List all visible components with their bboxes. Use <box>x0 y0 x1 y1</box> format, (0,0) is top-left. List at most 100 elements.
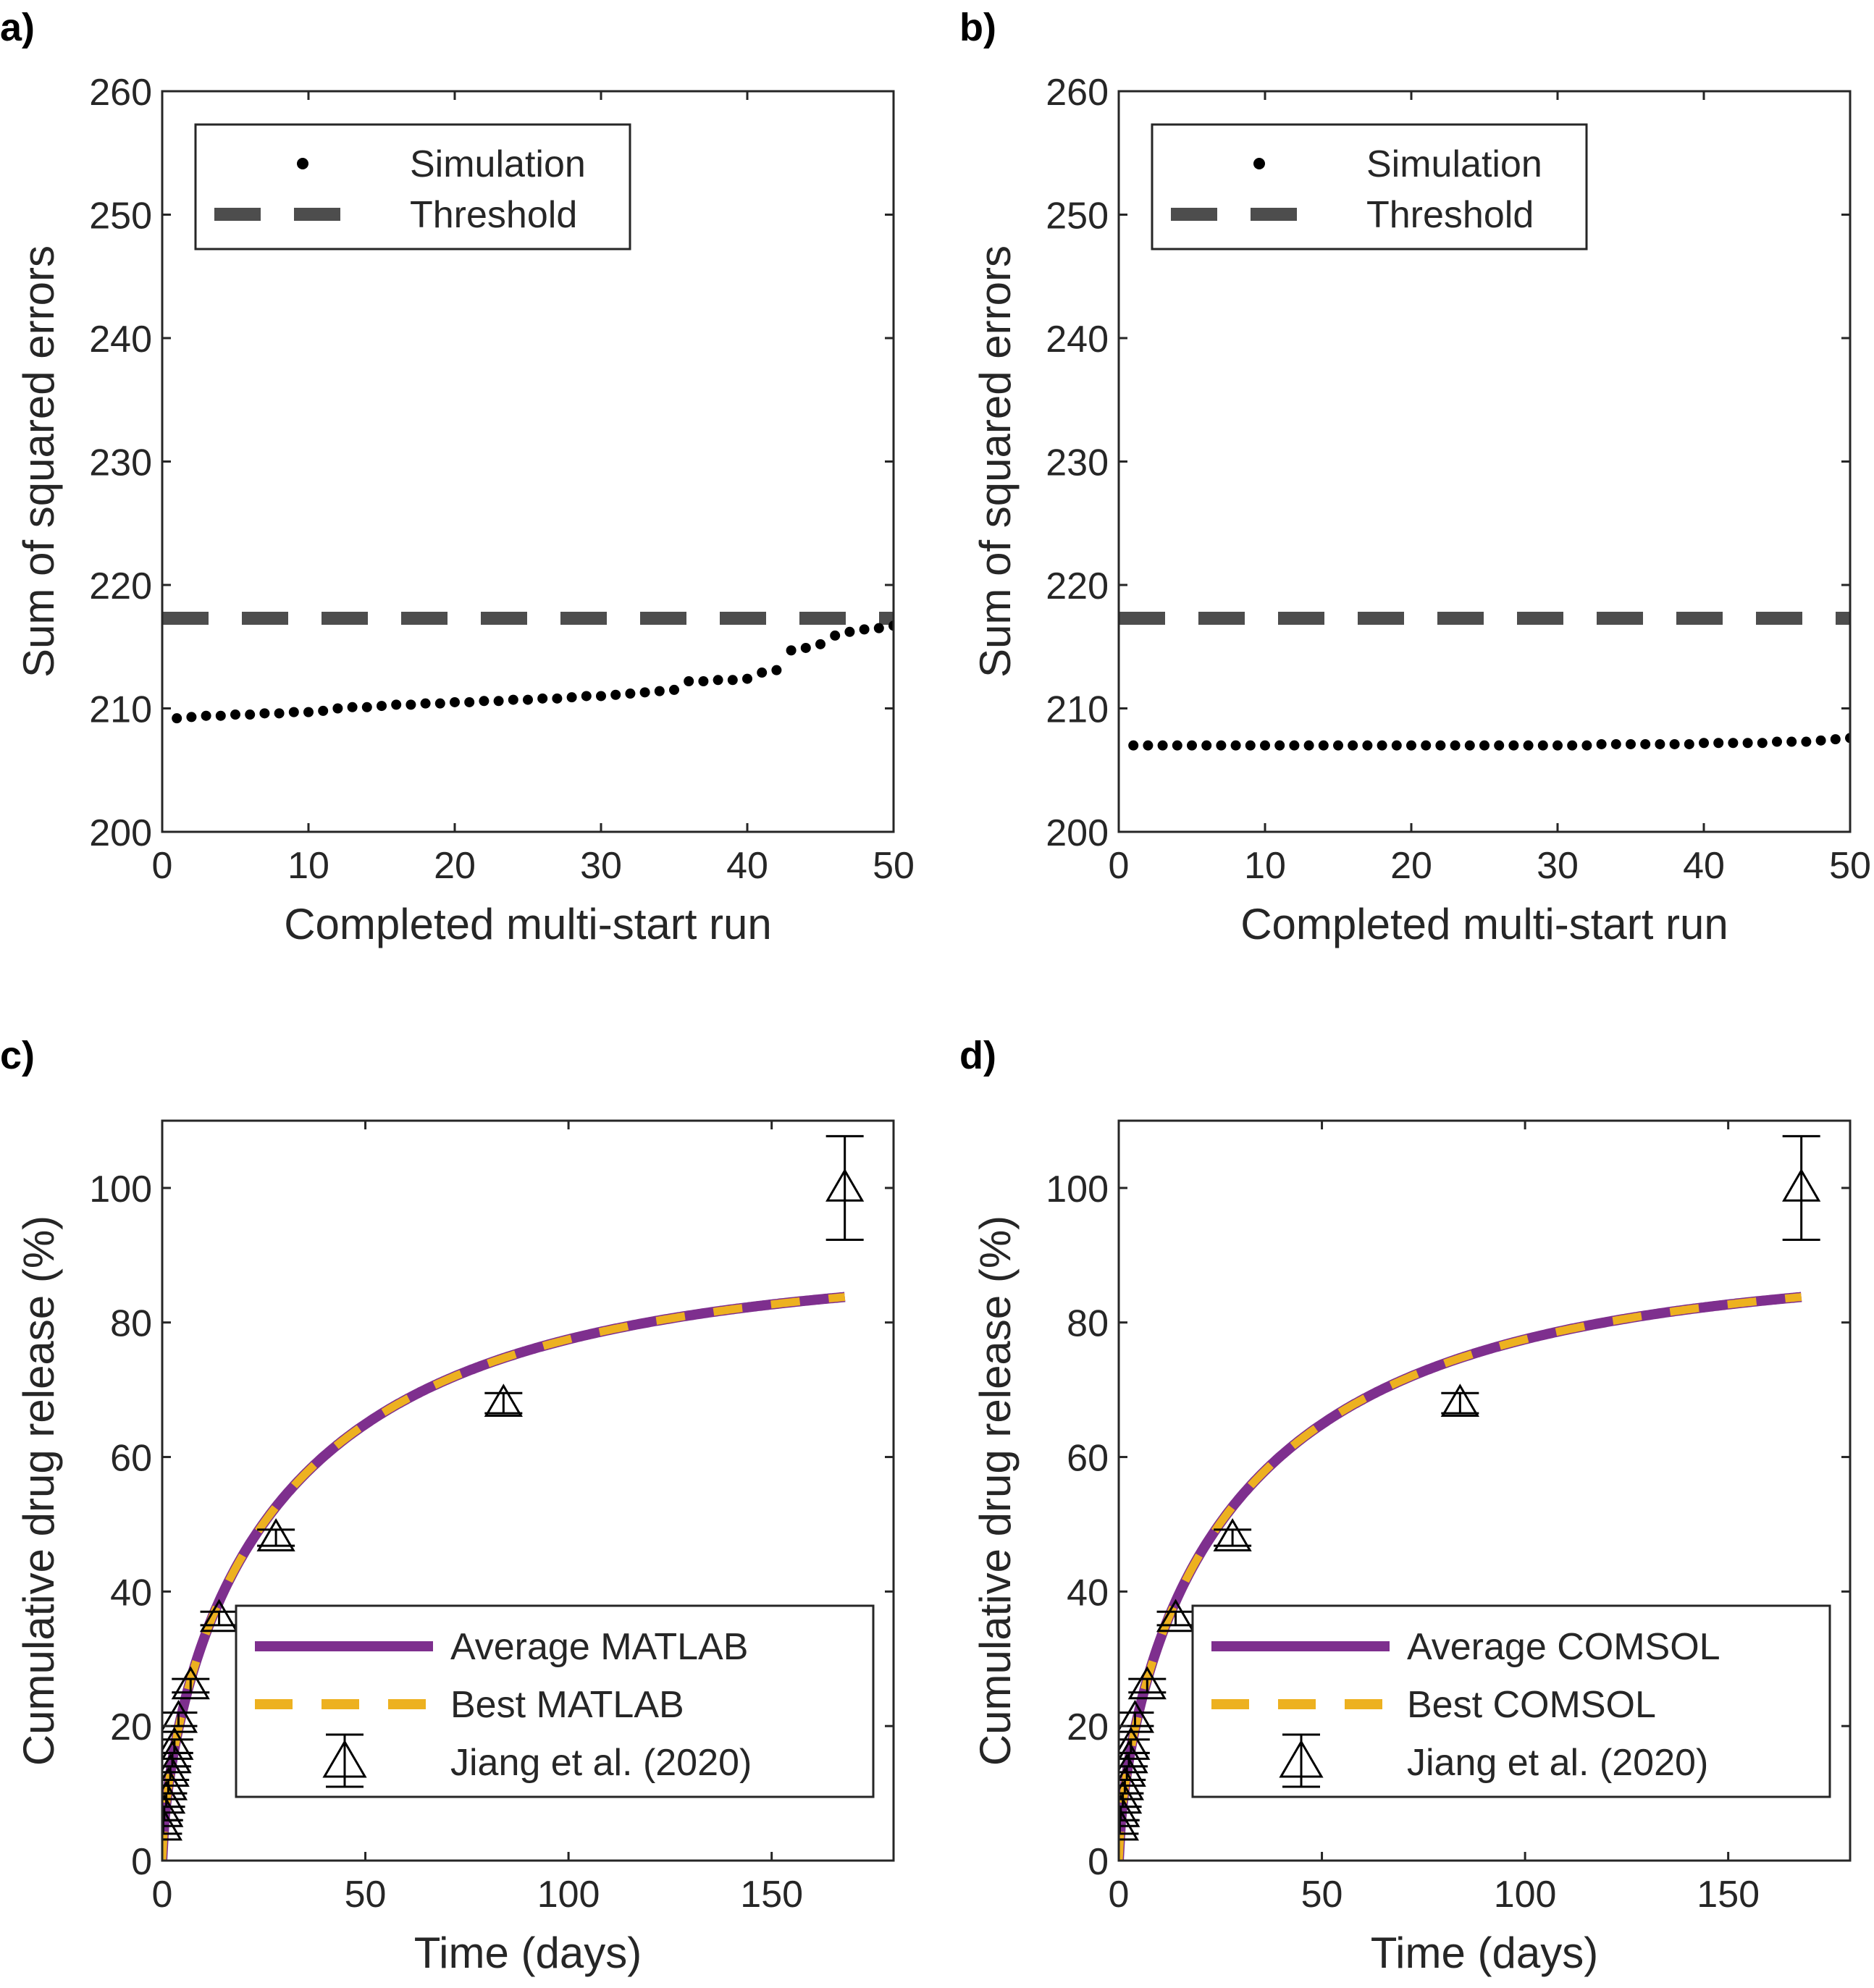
y-tick-label: 240 <box>89 319 152 361</box>
y-tick-label: 210 <box>1046 689 1109 731</box>
simulation-point <box>1172 740 1182 751</box>
legend-best-label: Best MATLAB <box>450 1684 684 1726</box>
legend-experiment-label: Jiang et al. (2020) <box>450 1742 752 1784</box>
legend-box <box>194 123 631 250</box>
simulation-point <box>1362 740 1373 751</box>
legend-simulation-marker <box>1253 158 1265 169</box>
simulation-point <box>669 684 679 695</box>
x-axis-label: Completed multi-start run <box>1240 900 1728 948</box>
simulation-point <box>1713 738 1724 749</box>
x-tick-label: 40 <box>1683 845 1725 887</box>
legend-simulation-label: Simulation <box>410 143 586 185</box>
simulation-point <box>450 696 460 707</box>
plot-area <box>1119 612 1850 751</box>
simulation-point <box>786 645 797 656</box>
y-tick-label: 260 <box>1046 72 1109 114</box>
simulation-point <box>1801 736 1812 747</box>
simulation-point <box>332 703 343 714</box>
simulation-point <box>259 708 270 719</box>
axes-frame <box>1117 90 1852 833</box>
y-tick-label: 250 <box>1046 195 1109 237</box>
experiment-point <box>1213 1518 1252 1551</box>
simulation-point <box>420 698 431 709</box>
y-tick-label: 20 <box>1067 1706 1109 1748</box>
best-curve <box>162 1293 846 1861</box>
simulation-point <box>1508 740 1519 751</box>
simulation-point <box>1610 738 1621 749</box>
simulation-point <box>1742 738 1753 749</box>
simulation-point <box>1464 740 1475 751</box>
x-tick-label: 150 <box>740 1874 803 1916</box>
experiment-point <box>171 1666 210 1700</box>
simulation-point <box>172 713 182 724</box>
panel-label: a) <box>0 6 35 49</box>
simulation-point <box>742 673 752 684</box>
panel-b: b) 0 10 20 30 40 50 200 210 220 230 240 250 260 Comple… <box>959 6 1871 948</box>
panel-c: c) 0 50 100 150 0 20 40 60 80 100 Time (days) Cumula… <box>0 1034 895 1977</box>
y-tick-label: 240 <box>1046 319 1109 361</box>
simulation-point <box>1318 740 1329 751</box>
legend-simulation-label: Simulation <box>1366 143 1542 185</box>
simulation-point <box>1187 740 1197 751</box>
simulation-point <box>1274 740 1285 751</box>
y-tick-label: 40 <box>1067 1572 1109 1614</box>
simulation-point <box>201 710 211 721</box>
x-tick-label: 150 <box>1697 1874 1760 1916</box>
x-axis-label: Completed multi-start run <box>284 900 772 948</box>
y-tick-label: 200 <box>1046 812 1109 854</box>
simulation-point <box>1552 740 1563 751</box>
simulation-point <box>873 623 884 633</box>
simulation-point <box>347 702 358 712</box>
plot-area <box>162 612 894 724</box>
legend-experiment-marker <box>1279 1740 1324 1778</box>
x-tick-label: 0 <box>152 1874 173 1916</box>
experiment-point <box>162 1780 186 1814</box>
simulation-point <box>1260 740 1270 751</box>
simulation-point <box>1757 738 1768 749</box>
experiment-point <box>162 1699 198 1733</box>
experiment-point <box>1119 1753 1146 1787</box>
experiment-point <box>1119 1740 1148 1774</box>
simulation-point <box>771 665 782 675</box>
simulation-point <box>581 691 592 702</box>
simulation-point <box>1626 738 1636 749</box>
simulation-point <box>1815 735 1826 746</box>
simulation-point <box>215 710 226 721</box>
simulation-point <box>815 639 825 649</box>
experiment-point <box>162 1753 190 1787</box>
y-axis-label: Cumulative drug release (%) <box>971 1216 1020 1766</box>
simulation-point <box>800 642 811 653</box>
y-tick-label: 220 <box>1046 565 1109 607</box>
y-tick-label: 40 <box>110 1572 152 1614</box>
simulation-point <box>1479 740 1489 751</box>
simulation-point <box>1377 740 1387 751</box>
simulation-point <box>1391 740 1402 751</box>
simulation-point <box>1157 740 1168 751</box>
experiment-point <box>256 1518 295 1551</box>
simulation-point <box>859 624 870 635</box>
y-tick-label: 210 <box>89 689 152 731</box>
y-axis-label: Sum of squared errors <box>971 245 1020 678</box>
experiment-point <box>1156 1599 1196 1633</box>
experiment-point <box>1440 1383 1479 1417</box>
simulation-point <box>1655 738 1665 749</box>
simulation-point <box>1537 740 1548 751</box>
legend-threshold-label: Threshold <box>410 194 577 236</box>
simulation-point <box>479 696 489 707</box>
simulation-point <box>727 675 738 686</box>
y-tick-label: 20 <box>110 1706 152 1748</box>
best-curve <box>1119 1293 1802 1861</box>
experiment-point <box>1119 1793 1140 1827</box>
simulation-point <box>1435 740 1446 751</box>
experiment-point <box>1119 1727 1151 1760</box>
panel-label: c) <box>0 1034 35 1077</box>
simulation-point <box>523 694 533 705</box>
panel-d: d) 0 50 100 150 0 20 40 60 80 100 Time (days) Cumula… <box>959 1034 1852 1977</box>
simulation-point <box>1786 736 1797 747</box>
simulation-point <box>1728 738 1739 749</box>
simulation-point <box>1333 740 1343 751</box>
legend-threshold-label: Threshold <box>1366 194 1534 236</box>
experiment-point <box>162 1793 184 1827</box>
x-tick-label: 30 <box>1537 845 1579 887</box>
simulation-point <box>1406 740 1416 751</box>
